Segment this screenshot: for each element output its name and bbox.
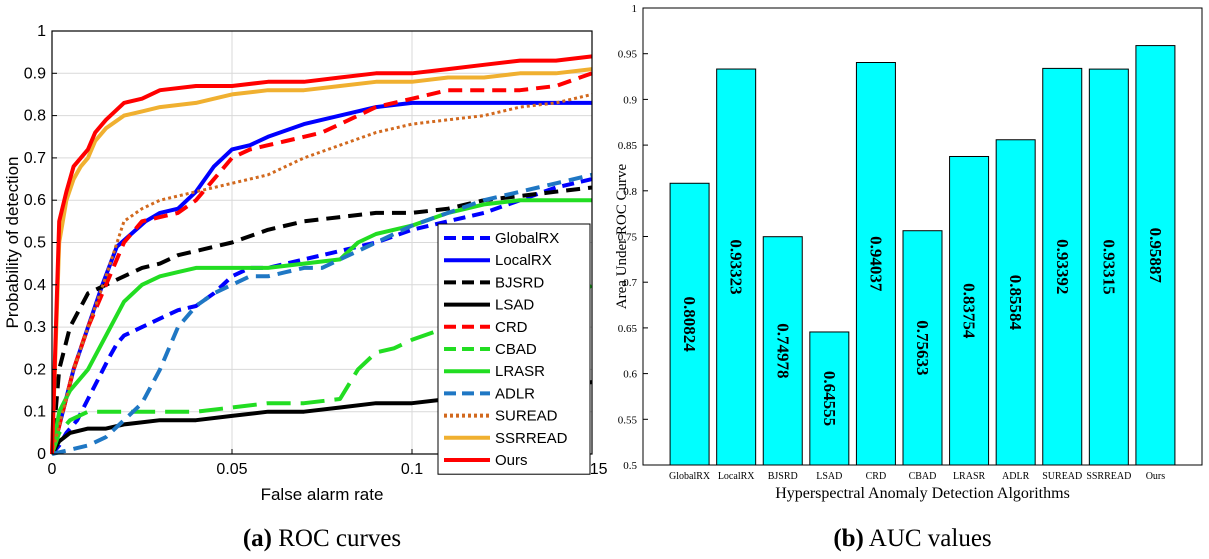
auc-bar-value-label: 0.93323: [727, 239, 746, 294]
roc-y-tick-label: 0.2: [24, 361, 46, 378]
auc-bar-value-label: 0.80824: [680, 297, 699, 353]
auc-y-axis-label: Area Under ROC Curve: [614, 163, 630, 309]
auc-x-tick-label: LocalRX: [718, 471, 755, 482]
roc-legend-label-adlr: ADLR: [495, 385, 535, 402]
roc-x-tick-label: 0.1: [401, 461, 423, 478]
auc-bar-value-label: 0.95887: [1146, 228, 1165, 284]
roc-line-bjsrd: [50, 185, 593, 455]
roc-line-adlr: [51, 172, 593, 456]
auc-bar-value-label: 0.74978: [773, 323, 792, 378]
auc-bar-lsad: [809, 331, 850, 466]
auc-x-tick-label: LSAD: [816, 471, 842, 482]
auc-y-tick-label: 0.5: [623, 460, 637, 472]
roc-x-tick-label: 0.05: [216, 461, 247, 478]
auc-y-tick-label: 0.7: [623, 277, 637, 289]
auc-x-tick-label: SSRREAD: [1086, 471, 1131, 482]
auc-bar-adlr: [995, 139, 1036, 466]
roc-caption-text: ROC curves: [272, 525, 401, 552]
roc-line-ours: [50, 54, 593, 455]
auc-y-tick-label: 0.8: [623, 186, 637, 198]
auc-bar-lrasr: [949, 155, 990, 466]
roc-legend-label-lsad: LSAD: [495, 297, 534, 314]
roc-line-globalrx: [50, 177, 593, 456]
auc-tick-labels: 0.5 0.55 0.6 0.65 0.7 0.75 0.8 0.85 0.9 0.95 1 Glob…: [618, 3, 1165, 482]
roc-legend-label-crd: CRD: [495, 319, 528, 336]
auc-x-tick-label: CBAD: [909, 471, 937, 482]
auc-chart: 0.80824 0.93323 0.74978 0.64555 0.94037 0.756…: [614, 3, 1203, 552]
auc-bar-value-label: 0.85584: [1006, 275, 1025, 331]
roc-legend-label-localrx: LocalRX: [495, 252, 552, 269]
auc-bar-globalrx: [669, 182, 710, 466]
roc-x-axis-label: False alarm rate: [261, 485, 384, 504]
roc-legend: GlobalRX LocalRX BJSRD LSAD CRD CBAD LRASR ADLR…: [437, 223, 591, 475]
roc-legend-label-ssrread: SSRREAD: [495, 430, 568, 447]
auc-y-tick-label: 0.85: [618, 140, 638, 152]
auc-y-tick-label: 0.65: [618, 323, 638, 335]
roc-tick-labels: 0 0.05 0.1 0.1500.10.20.30.40.50.60.70.80.9…: [24, 23, 608, 478]
auc-bar-localrx: [716, 68, 757, 466]
roc-line-ssrread: [50, 67, 593, 455]
auc-bar-crd: [855, 62, 896, 466]
auc-bar-value-label: 0.83754: [960, 283, 979, 339]
roc-legend-label-bjsrd: BJSRD: [495, 274, 544, 291]
roc-y-tick-label: 0.7: [24, 150, 46, 167]
auc-x-axis-label: Hyperspectral Anomaly Detection Algorith…: [775, 485, 1070, 502]
auc-x-tick-label: SUREAD: [1042, 471, 1082, 482]
roc-y-tick-label: 0.8: [24, 108, 46, 125]
auc-y-tick-label: 0.6: [623, 369, 637, 381]
auc-bar-value-label: 0.75633: [913, 320, 932, 375]
roc-x-tick-label: 0: [48, 461, 57, 478]
auc-caption-text: AUC values: [864, 525, 992, 552]
auc-bar-value-label: 0.94037: [866, 236, 885, 292]
auc-y-tick-label: 0.9: [623, 94, 637, 106]
roc-legend-label-lrasr: LRASR: [495, 363, 545, 380]
auc-bars: 0.80824 0.93323 0.74978 0.64555 0.94037 0.756…: [669, 45, 1176, 466]
roc-y-tick-label: 0.5: [24, 235, 46, 252]
roc-y-tick-label: 0.6: [24, 192, 46, 209]
auc-x-tick-label: BJSRD: [768, 471, 798, 482]
roc-legend-label-ours: Ours: [495, 452, 528, 469]
auc-caption-letter: (b): [833, 525, 864, 552]
roc-y-tick-label: 1: [37, 23, 46, 40]
roc-caption: (a) ROC curves: [243, 525, 401, 552]
roc-y-tick-label: 0: [37, 446, 46, 463]
roc-y-axis-label: Probability of detection: [3, 157, 22, 329]
roc-y-tick-label: 0.3: [24, 319, 46, 336]
auc-y-tick-label: 1: [632, 3, 638, 15]
roc-y-tick-label: 0.9: [24, 65, 46, 82]
roc-caption-letter: (a): [243, 525, 272, 552]
auc-bar-suread: [1042, 67, 1083, 466]
auc-y-tick-label: 0.75: [618, 232, 638, 244]
auc-y-tick-label: 0.95: [618, 49, 638, 61]
roc-legend-label-cbad: CBAD: [495, 341, 537, 358]
auc-bar-value-label: 0.64555: [820, 371, 839, 426]
auc-bar-value-label: 0.93315: [1099, 239, 1118, 294]
auc-bar-value-label: 0.93392: [1053, 239, 1072, 294]
auc-y-tick-label: 0.55: [618, 414, 638, 426]
auc-x-tick-label: Ours: [1146, 471, 1166, 482]
auc-bar-ssrread: [1088, 68, 1129, 466]
roc-legend-label-globalrx: GlobalRX: [495, 230, 559, 247]
roc-line-crd: [50, 71, 593, 455]
auc-bar-cbad: [902, 230, 943, 466]
auc-caption: (b) AUC values: [833, 525, 991, 552]
roc-y-tick-label: 0.1: [24, 404, 46, 421]
auc-x-tick-label: GlobalRX: [669, 471, 711, 482]
auc-x-tick-label: LRASR: [953, 471, 986, 482]
auc-x-tick-label: ADLR: [1002, 471, 1030, 482]
roc-legend-label-suread: SUREAD: [495, 408, 558, 425]
roc-chart: 0 0.05 0.1 0.1500.10.20.30.40.50.60.70.80.9…: [3, 23, 608, 552]
auc-x-tick-label: CRD: [866, 471, 887, 482]
auc-bar-bjsrd: [762, 236, 803, 466]
roc-y-tick-label: 0.4: [24, 277, 46, 294]
